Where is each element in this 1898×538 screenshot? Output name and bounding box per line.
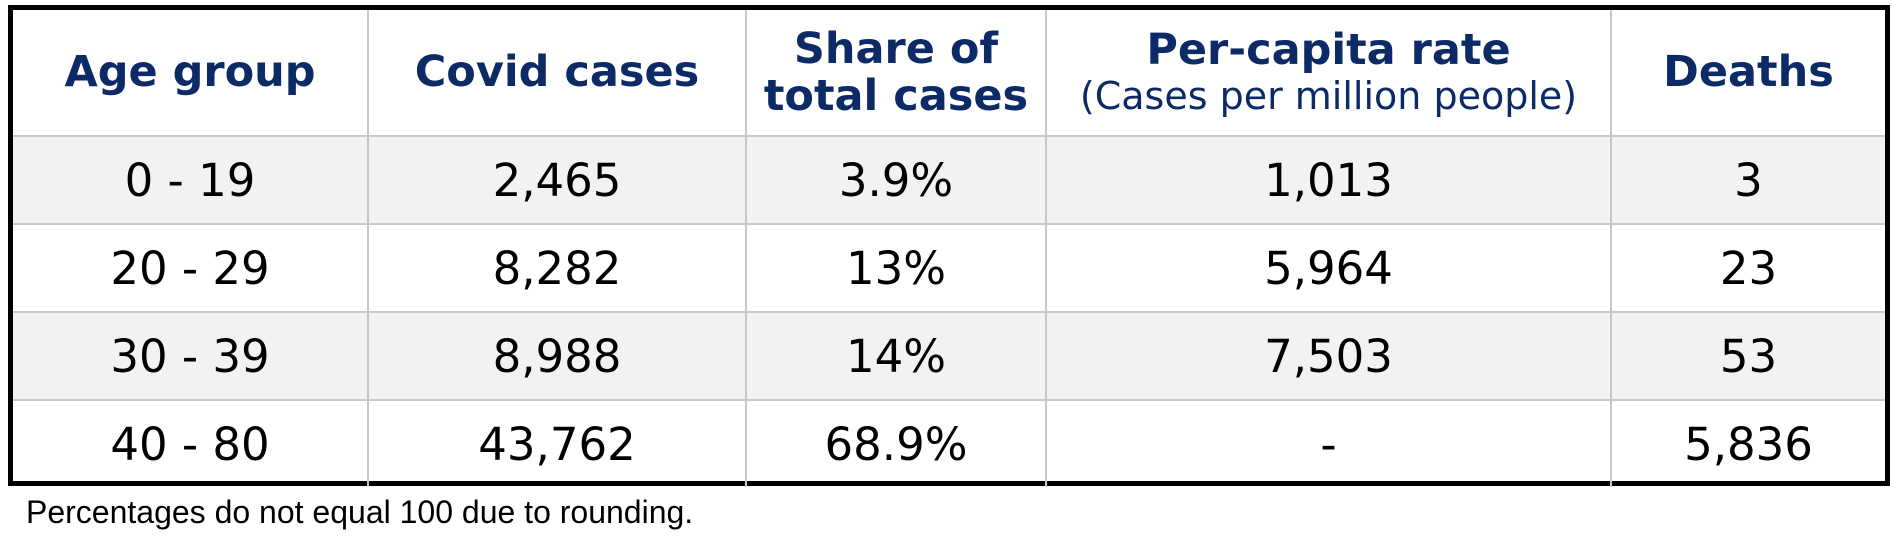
cell-per-capita-rate: -	[1045, 399, 1611, 487]
cell-share: 14%	[745, 311, 1046, 400]
table-row: 40 - 80 43,762 68.9% - 5,836	[13, 399, 1885, 487]
cell-age-group: 30 - 39	[13, 311, 368, 400]
cell-per-capita-rate: 5,964	[1045, 223, 1611, 312]
covid-age-table: Age group Covid cases Share of total cas…	[13, 10, 1885, 487]
header-covid-cases: Covid cases	[367, 10, 746, 136]
cell-covid-cases: 8,988	[367, 311, 746, 400]
cell-deaths: 5,836	[1610, 399, 1885, 487]
cell-share: 68.9%	[745, 399, 1046, 487]
header-share-of-total-cases: Share of total cases	[745, 10, 1046, 136]
header-row: Age group Covid cases Share of total cas…	[13, 10, 1885, 136]
cell-share: 3.9%	[745, 135, 1046, 224]
cell-deaths: 3	[1610, 135, 1885, 224]
header-per-capita-subtitle: (Cases per million people)	[1079, 73, 1578, 118]
header-age-group: Age group	[13, 10, 368, 136]
cell-age-group: 20 - 29	[13, 223, 368, 312]
footnote: Percentages do not equal 100 due to roun…	[26, 494, 694, 530]
table-row: 30 - 39 8,988 14% 7,503 53	[13, 311, 1885, 400]
cell-deaths: 23	[1610, 223, 1885, 312]
header-per-capita-rate: Per-capita rate (Cases per million peopl…	[1045, 10, 1611, 136]
header-per-capita-title: Per-capita rate	[1146, 25, 1511, 76]
table-row: 20 - 29 8,282 13% 5,964 23	[13, 223, 1885, 312]
header-share-line: Share of total cases	[763, 24, 1029, 121]
cell-deaths: 53	[1610, 311, 1885, 400]
cell-age-group: 40 - 80	[13, 399, 368, 487]
cell-covid-cases: 2,465	[367, 135, 746, 224]
table-row: 0 - 19 2,465 3.9% 1,013 3	[13, 135, 1885, 224]
cell-age-group: 0 - 19	[13, 135, 368, 224]
header-deaths: Deaths	[1610, 10, 1885, 136]
cell-per-capita-rate: 7,503	[1045, 311, 1611, 400]
cell-per-capita-rate: 1,013	[1045, 135, 1611, 224]
cell-share: 13%	[745, 223, 1046, 312]
cell-covid-cases: 43,762	[367, 399, 746, 487]
cell-covid-cases: 8,282	[367, 223, 746, 312]
covid-table-frame: Age group Covid cases Share of total cas…	[8, 5, 1890, 487]
